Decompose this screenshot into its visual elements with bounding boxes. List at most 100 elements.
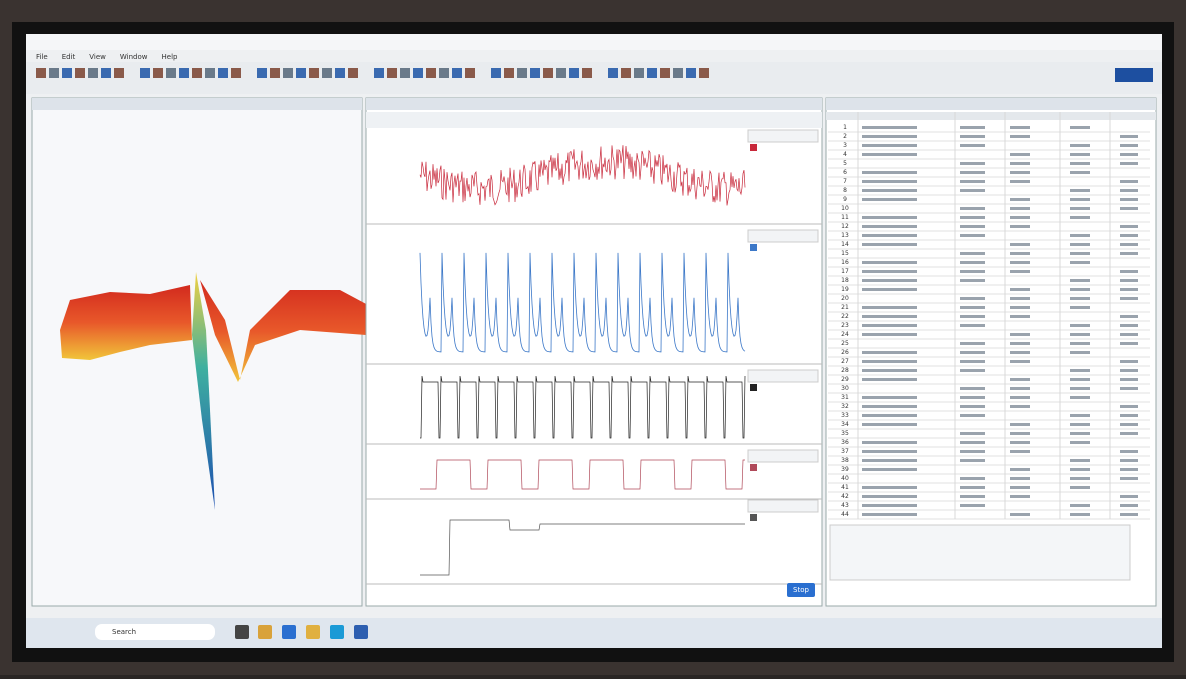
tool-icon[interactable] — [569, 68, 579, 78]
tool-icon[interactable] — [621, 68, 631, 78]
cell-text — [862, 504, 917, 507]
tool-icon[interactable] — [686, 68, 696, 78]
tool-icon[interactable] — [699, 68, 709, 78]
tool-icon[interactable] — [335, 68, 345, 78]
cell-text — [1010, 450, 1030, 453]
channel-box[interactable] — [748, 450, 818, 462]
tool-icon[interactable] — [413, 68, 423, 78]
menu-item[interactable]: Window — [120, 53, 148, 61]
tool-icon[interactable] — [49, 68, 59, 78]
row-number: 15 — [841, 250, 849, 257]
tool-icon[interactable] — [647, 68, 657, 78]
cell-text — [1120, 135, 1138, 138]
row-number: 23 — [841, 322, 849, 329]
cell-text — [862, 405, 917, 408]
tool-icon[interactable] — [166, 68, 176, 78]
cell-text — [960, 297, 985, 300]
tool-icon[interactable] — [101, 68, 111, 78]
cell-text — [1120, 432, 1138, 435]
row-number: 19 — [841, 286, 849, 293]
tool-icon[interactable] — [88, 68, 98, 78]
taskbar-icon[interactable] — [330, 625, 344, 639]
cell-text — [862, 153, 917, 156]
taskbar-icon[interactable] — [235, 625, 249, 639]
tool-icon[interactable] — [673, 68, 683, 78]
tool-icon[interactable] — [387, 68, 397, 78]
tool-icon[interactable] — [556, 68, 566, 78]
tool-icon[interactable] — [504, 68, 514, 78]
cell-text — [1120, 495, 1138, 498]
tool-icon[interactable] — [62, 68, 72, 78]
tool-icon[interactable] — [153, 68, 163, 78]
row-number: 37 — [841, 448, 849, 455]
tool-icon[interactable] — [582, 68, 592, 78]
cell-text — [1070, 306, 1090, 309]
tool-icon[interactable] — [218, 68, 228, 78]
tool-icon[interactable] — [322, 68, 332, 78]
tool-icon[interactable] — [205, 68, 215, 78]
tool-icon[interactable] — [634, 68, 644, 78]
cell-text — [960, 306, 985, 309]
cell-text — [862, 216, 917, 219]
tool-icon[interactable] — [439, 68, 449, 78]
cell-text — [960, 396, 985, 399]
tool-icon[interactable] — [426, 68, 436, 78]
tool-icon[interactable] — [192, 68, 202, 78]
tool-icon[interactable] — [452, 68, 462, 78]
row-number: 41 — [841, 484, 849, 491]
row-number: 3 — [843, 142, 847, 149]
tool-icon[interactable] — [179, 68, 189, 78]
tool-icon[interactable] — [543, 68, 553, 78]
row-number: 36 — [841, 439, 849, 446]
tool-icon[interactable] — [530, 68, 540, 78]
tool-icon[interactable] — [660, 68, 670, 78]
tool-icon[interactable] — [491, 68, 501, 78]
channel-box[interactable] — [748, 130, 818, 142]
tool-icon[interactable] — [231, 68, 241, 78]
tool-icon[interactable] — [517, 68, 527, 78]
tool-icon[interactable] — [270, 68, 280, 78]
cell-text — [1070, 243, 1090, 246]
toolbar-button[interactable] — [1115, 68, 1153, 82]
cell-text — [862, 333, 917, 336]
tool-icon[interactable] — [465, 68, 475, 78]
cell-text — [862, 468, 917, 471]
tool-icon[interactable] — [140, 68, 150, 78]
cell-text — [1010, 378, 1030, 381]
cell-text — [1120, 225, 1138, 228]
cell-text — [1070, 513, 1090, 516]
tool-icon[interactable] — [257, 68, 267, 78]
row-number: 14 — [841, 241, 849, 248]
tool-icon[interactable] — [400, 68, 410, 78]
tool-icon[interactable] — [374, 68, 384, 78]
menu-item[interactable]: Edit — [62, 53, 76, 61]
tool-icon[interactable] — [114, 68, 124, 78]
title-bar — [26, 34, 1162, 50]
tool-icon[interactable] — [296, 68, 306, 78]
taskbar-icon[interactable] — [306, 625, 320, 639]
menu-item[interactable]: Help — [162, 53, 179, 61]
chart-toolbar — [366, 112, 822, 128]
taskbar-icon[interactable] — [354, 625, 368, 639]
tool-icon[interactable] — [608, 68, 618, 78]
cell-text — [1070, 477, 1090, 480]
channel-box[interactable] — [748, 230, 818, 242]
taskbar-icon[interactable] — [282, 625, 296, 639]
menu-item[interactable]: File — [36, 53, 48, 61]
cell-text — [1070, 162, 1090, 165]
row-number: 7 — [843, 178, 847, 185]
tool-icon[interactable] — [283, 68, 293, 78]
cell-text — [1070, 423, 1090, 426]
menu-item[interactable]: View — [89, 53, 106, 61]
cell-text — [1120, 189, 1138, 192]
cell-text — [862, 495, 917, 498]
tool-icon[interactable] — [36, 68, 46, 78]
channel-box[interactable] — [748, 370, 818, 382]
row-number: 34 — [841, 421, 849, 428]
cell-text — [1070, 351, 1090, 354]
tool-icon[interactable] — [75, 68, 85, 78]
channel-box[interactable] — [748, 500, 818, 512]
tool-icon[interactable] — [309, 68, 319, 78]
taskbar-icon[interactable] — [258, 625, 272, 639]
tool-icon[interactable] — [348, 68, 358, 78]
